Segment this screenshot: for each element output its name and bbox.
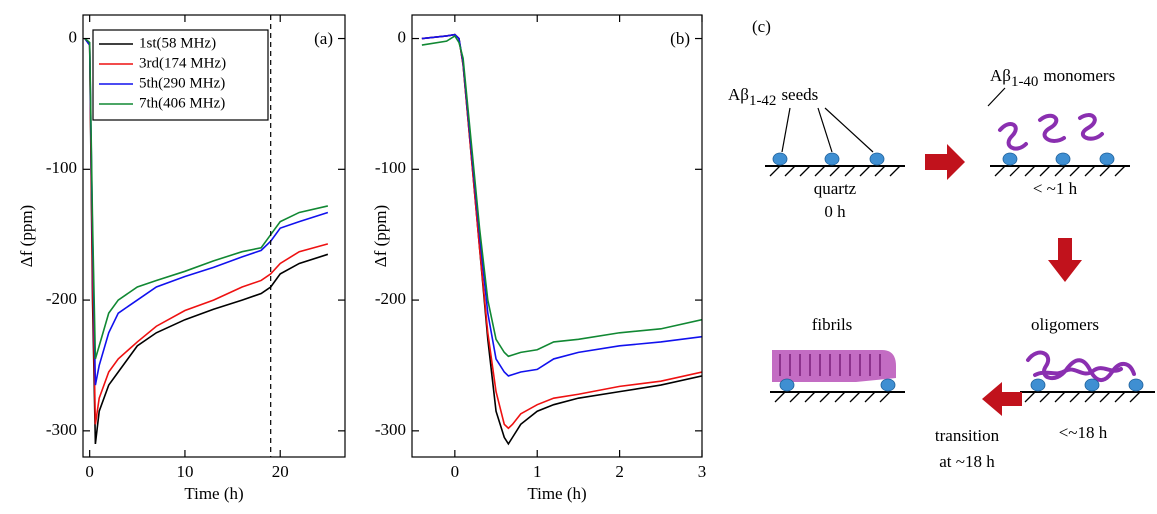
surface-2 [990,113,1130,177]
x-tick-label: 1 [533,462,542,481]
oligomers-label: oligomers [1031,315,1099,334]
text: 1-40 [1011,74,1039,90]
plot-frame [82,14,346,458]
time-label: 0 h [824,202,846,221]
panel-label: (b) [670,29,690,48]
y-tick-label: -300 [46,420,77,439]
legend-label: 3rd(174 MHz) [139,55,226,71]
plot-frame [411,14,703,458]
text: monomers [1043,66,1115,85]
y-tick-label: -300 [375,420,406,439]
x-tick-label: 20 [272,462,289,481]
data-line [421,33,702,430]
legend-label: 1st(58 MHz) [139,35,216,51]
arrows-thin [781,87,1006,153]
substrate-label: quartz [814,179,857,198]
text: Aβ [728,85,749,104]
transition-label: at ~18 h [939,452,995,471]
x-axis-label: Time (h) [527,484,586,503]
x-tick-label: 2 [615,462,624,481]
red-arrow [982,382,1022,416]
time-label: <~18 h [1059,423,1108,442]
surface-4 [770,350,905,403]
y-tick-label: -200 [375,289,406,308]
legend-box [92,29,269,121]
legend-label: 7th(406 MHz) [139,95,225,111]
y-tick-label: -100 [375,158,406,177]
x-tick-label: 0 [85,462,94,481]
monomers-label: Aβ1-40 monomers [990,66,1115,91]
panel-label: (c) [752,17,771,36]
text: Aβ [990,66,1011,85]
x-tick-label: 3 [698,462,707,481]
surface-3 [1020,350,1155,403]
y-tick-label: -200 [46,289,77,308]
seeds-label: Aβ1-42 seeds [728,85,818,110]
data-line [421,33,702,377]
x-tick-label: 0 [451,462,460,481]
red-arrow [925,144,965,180]
diagram: (c) Aβ1-42 seeds quartz 0 h Aβ1-40 monomer… [728,17,1155,471]
data-line [421,34,702,358]
text: seeds [781,85,818,104]
legend-label: 5th(290 MHz) [139,75,225,91]
y-tick-label: 0 [398,27,407,46]
data-line [84,37,329,360]
y-axis-label: Δf (ppm) [371,205,390,267]
text: 1-42 [749,93,777,109]
data-line [421,33,702,446]
y-axis-label: Δf (ppm) [17,205,36,267]
surface-1 [765,152,905,177]
fibrils-label: fibrils [812,315,853,334]
x-tick-label: 10 [176,462,193,481]
y-tick-label: 0 [69,27,78,46]
panel-label: (a) [314,29,333,48]
x-axis-label: Time (h) [184,484,243,503]
y-tick-label: -100 [46,158,77,177]
time-label: < ~1 h [1033,179,1078,198]
transition-label: transition [935,426,1000,445]
red-arrow [1048,238,1082,282]
